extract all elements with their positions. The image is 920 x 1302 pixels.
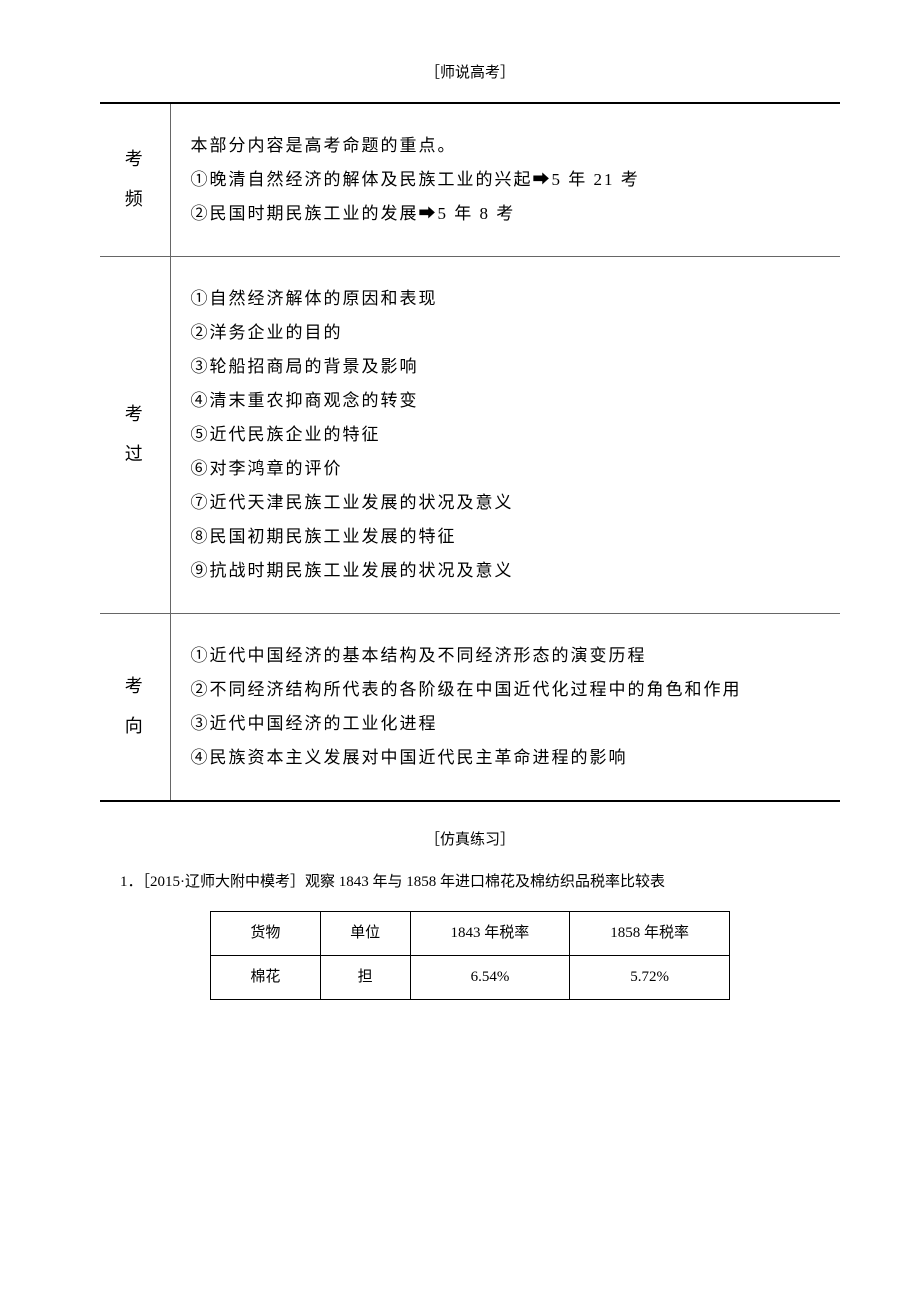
row-content-kaoguo: ①自然经济解体的原因和表现 ②洋务企业的目的 ③轮船招商局的背景及影响 ④清末重… [170, 257, 840, 614]
row-content-kaoxiang: ①近代中国经济的基本结构及不同经济形态的演变历程 ②不同经济结构所代表的各阶级在… [170, 614, 840, 802]
label-text: 考频 [115, 140, 155, 219]
section-title-fangzhenlianxi: ［仿真练习］ [100, 827, 840, 854]
question-1-text: 1．［2015·辽师大附中模考］观察 1843 年与 1858 年进口棉花及棉纺… [100, 869, 840, 896]
header-danwei: 单位 [320, 912, 410, 956]
row-label-kaoxiang: 考向 [100, 614, 170, 802]
table-header-row: 货物 单位 1843 年税率 1858 年税率 [211, 912, 730, 956]
row-label-kaoguo: 考过 [100, 257, 170, 614]
cell-1843-rate: 6.54% [410, 956, 570, 1000]
section-title-shisuogaokao: ［师说高考］ [100, 60, 840, 87]
content-text: ①近代中国经济的基本结构及不同经济形态的演变历程 ②不同经济结构所代表的各阶级在… [191, 639, 826, 775]
header-1843-rate: 1843 年税率 [410, 912, 570, 956]
cell-1858-rate: 5.72% [570, 956, 730, 1000]
row-label-kaopin: 考频 [100, 103, 170, 257]
content-text: ①自然经济解体的原因和表现 ②洋务企业的目的 ③轮船招商局的背景及影响 ④清末重… [191, 282, 826, 588]
table-row-kaoguo: 考过 ①自然经济解体的原因和表现 ②洋务企业的目的 ③轮船招商局的背景及影响 ④… [100, 257, 840, 614]
header-1858-rate: 1858 年税率 [570, 912, 730, 956]
table-row-kaopin: 考频 本部分内容是高考命题的重点。 ①晚清自然经济的解体及民族工业的兴起➡5 年… [100, 103, 840, 257]
tax-rate-table: 货物 单位 1843 年税率 1858 年税率 棉花 担 6.54% 5.72% [210, 911, 730, 1000]
row-content-kaopin: 本部分内容是高考命题的重点。 ①晚清自然经济的解体及民族工业的兴起➡5 年 21… [170, 103, 840, 257]
table-row-kaoxiang: 考向 ①近代中国经济的基本结构及不同经济形态的演变历程 ②不同经济结构所代表的各… [100, 614, 840, 802]
gaokao-summary-table: 考频 本部分内容是高考命题的重点。 ①晚清自然经济的解体及民族工业的兴起➡5 年… [100, 102, 840, 802]
table-row: 棉花 担 6.54% 5.72% [211, 956, 730, 1000]
cell-danwei: 担 [320, 956, 410, 1000]
header-huowu: 货物 [211, 912, 321, 956]
label-text: 考向 [115, 667, 155, 746]
label-text: 考过 [115, 395, 155, 474]
content-text: 本部分内容是高考命题的重点。 ①晚清自然经济的解体及民族工业的兴起➡5 年 21… [191, 129, 826, 231]
cell-huowu: 棉花 [211, 956, 321, 1000]
